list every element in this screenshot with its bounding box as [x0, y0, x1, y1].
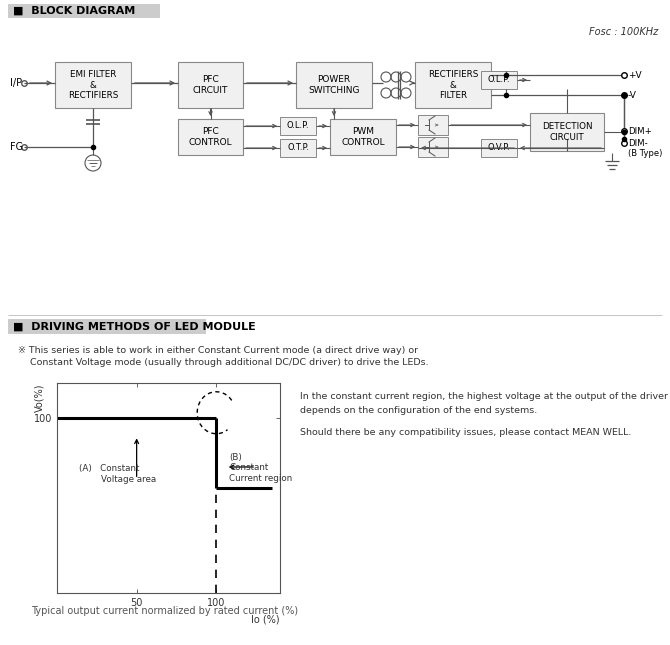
Text: EMI FILTER
&
RECTIFIERS: EMI FILTER & RECTIFIERS [68, 70, 118, 100]
Bar [418, 137, 448, 157]
Bar [280, 139, 316, 157]
Bar [530, 113, 604, 151]
Text: (A)   Constant
        Voltage area: (A) Constant Voltage area [79, 464, 157, 484]
Bar [481, 71, 517, 89]
Text: ※ This series is able to work in either Constant Current mode (a direct drive wa: ※ This series is able to work in either … [18, 346, 418, 355]
Bar [55, 62, 131, 108]
Bar [8, 319, 206, 334]
Text: Io (%): Io (%) [251, 614, 280, 624]
Text: O.L.P.: O.L.P. [488, 75, 511, 84]
Text: O.L.P.: O.L.P. [287, 121, 310, 130]
Text: O.V.P.: O.V.P. [488, 143, 511, 152]
Text: O.T.P.: O.T.P. [287, 143, 309, 152]
Text: PFC
CIRCUIT: PFC CIRCUIT [193, 75, 228, 95]
Text: DETECTION
CIRCUIT: DETECTION CIRCUIT [542, 123, 592, 142]
Bar [280, 117, 316, 135]
Text: (B)
Constant
Current region: (B) Constant Current region [229, 453, 292, 483]
Text: PWM
CONTROL: PWM CONTROL [341, 127, 385, 146]
Bar [178, 62, 243, 108]
Text: +V: +V [628, 70, 642, 79]
Text: PFC
CONTROL: PFC CONTROL [189, 127, 232, 146]
Text: I/P: I/P [10, 78, 22, 88]
Text: DIM+: DIM+ [628, 126, 652, 135]
Bar [330, 119, 396, 155]
Text: POWER
SWITCHING: POWER SWITCHING [308, 75, 360, 95]
Text: In the constant current region, the highest voltage at the output of the driver: In the constant current region, the high… [300, 392, 668, 401]
Bar [418, 115, 448, 135]
Text: ■  DRIVING METHODS OF LED MODULE: ■ DRIVING METHODS OF LED MODULE [13, 322, 256, 332]
Bar [178, 119, 243, 155]
Bar [481, 139, 517, 157]
Text: depends on the configuration of the end systems.: depends on the configuration of the end … [300, 406, 537, 415]
Text: DIM-: DIM- [628, 139, 648, 148]
Text: (B Type): (B Type) [628, 148, 663, 157]
Text: FG: FG [10, 142, 23, 152]
Bar [8, 4, 160, 18]
Text: -V: -V [628, 90, 637, 99]
Text: Typical output current normalized by rated current (%): Typical output current normalized by rat… [31, 606, 299, 616]
Text: Constant Voltage mode (usually through additional DC/DC driver) to drive the LED: Constant Voltage mode (usually through a… [18, 358, 429, 367]
Text: Vo(%): Vo(%) [34, 383, 44, 412]
Bar [296, 62, 372, 108]
Text: Should there be any compatibility issues, please contact MEAN WELL.: Should there be any compatibility issues… [300, 428, 631, 437]
Bar [415, 62, 491, 108]
Text: RECTIFIERS
&
FILTER: RECTIFIERS & FILTER [428, 70, 478, 100]
Text: ■  BLOCK DIAGRAM: ■ BLOCK DIAGRAM [13, 6, 135, 16]
Text: Fosc : 100KHz: Fosc : 100KHz [589, 27, 658, 37]
